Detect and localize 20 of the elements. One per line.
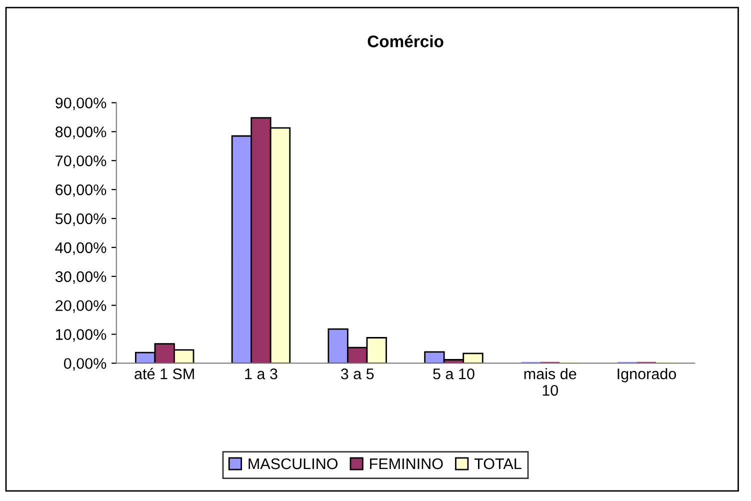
x-tick-label: 5 a 10 (433, 368, 474, 380)
x-tick-label: Ignorado (618, 368, 676, 382)
y-tick-label: 30,00% (55, 271, 106, 284)
x-tick-label: mais de 10 (524, 368, 576, 396)
y-tick-label: 0,00% (64, 358, 106, 371)
y-tick-label: 10,00% (56, 329, 106, 342)
y-tick-label: 50,00% (55, 213, 106, 226)
y-tick-label: 20,00% (56, 300, 106, 313)
x-tick-label: até 1 SM (134, 368, 194, 380)
legend-label: TOTAL (474, 458, 522, 470)
y-tick-label: 70,00% (56, 155, 106, 168)
x-tick-label: 3 a 5 (340, 368, 374, 380)
legend-label: FEMININO (370, 458, 443, 470)
y-tick-label: 60,00% (56, 184, 106, 198)
x-tick-label: 1 a 3 (245, 368, 278, 380)
y-tick-label: 80,00% (56, 126, 106, 140)
chart-title: Comércio (368, 34, 444, 48)
y-tick-label: 90,00% (56, 98, 106, 110)
legend-label: MASCULINO (248, 458, 338, 470)
y-tick-label: 40,00% (55, 242, 106, 255)
